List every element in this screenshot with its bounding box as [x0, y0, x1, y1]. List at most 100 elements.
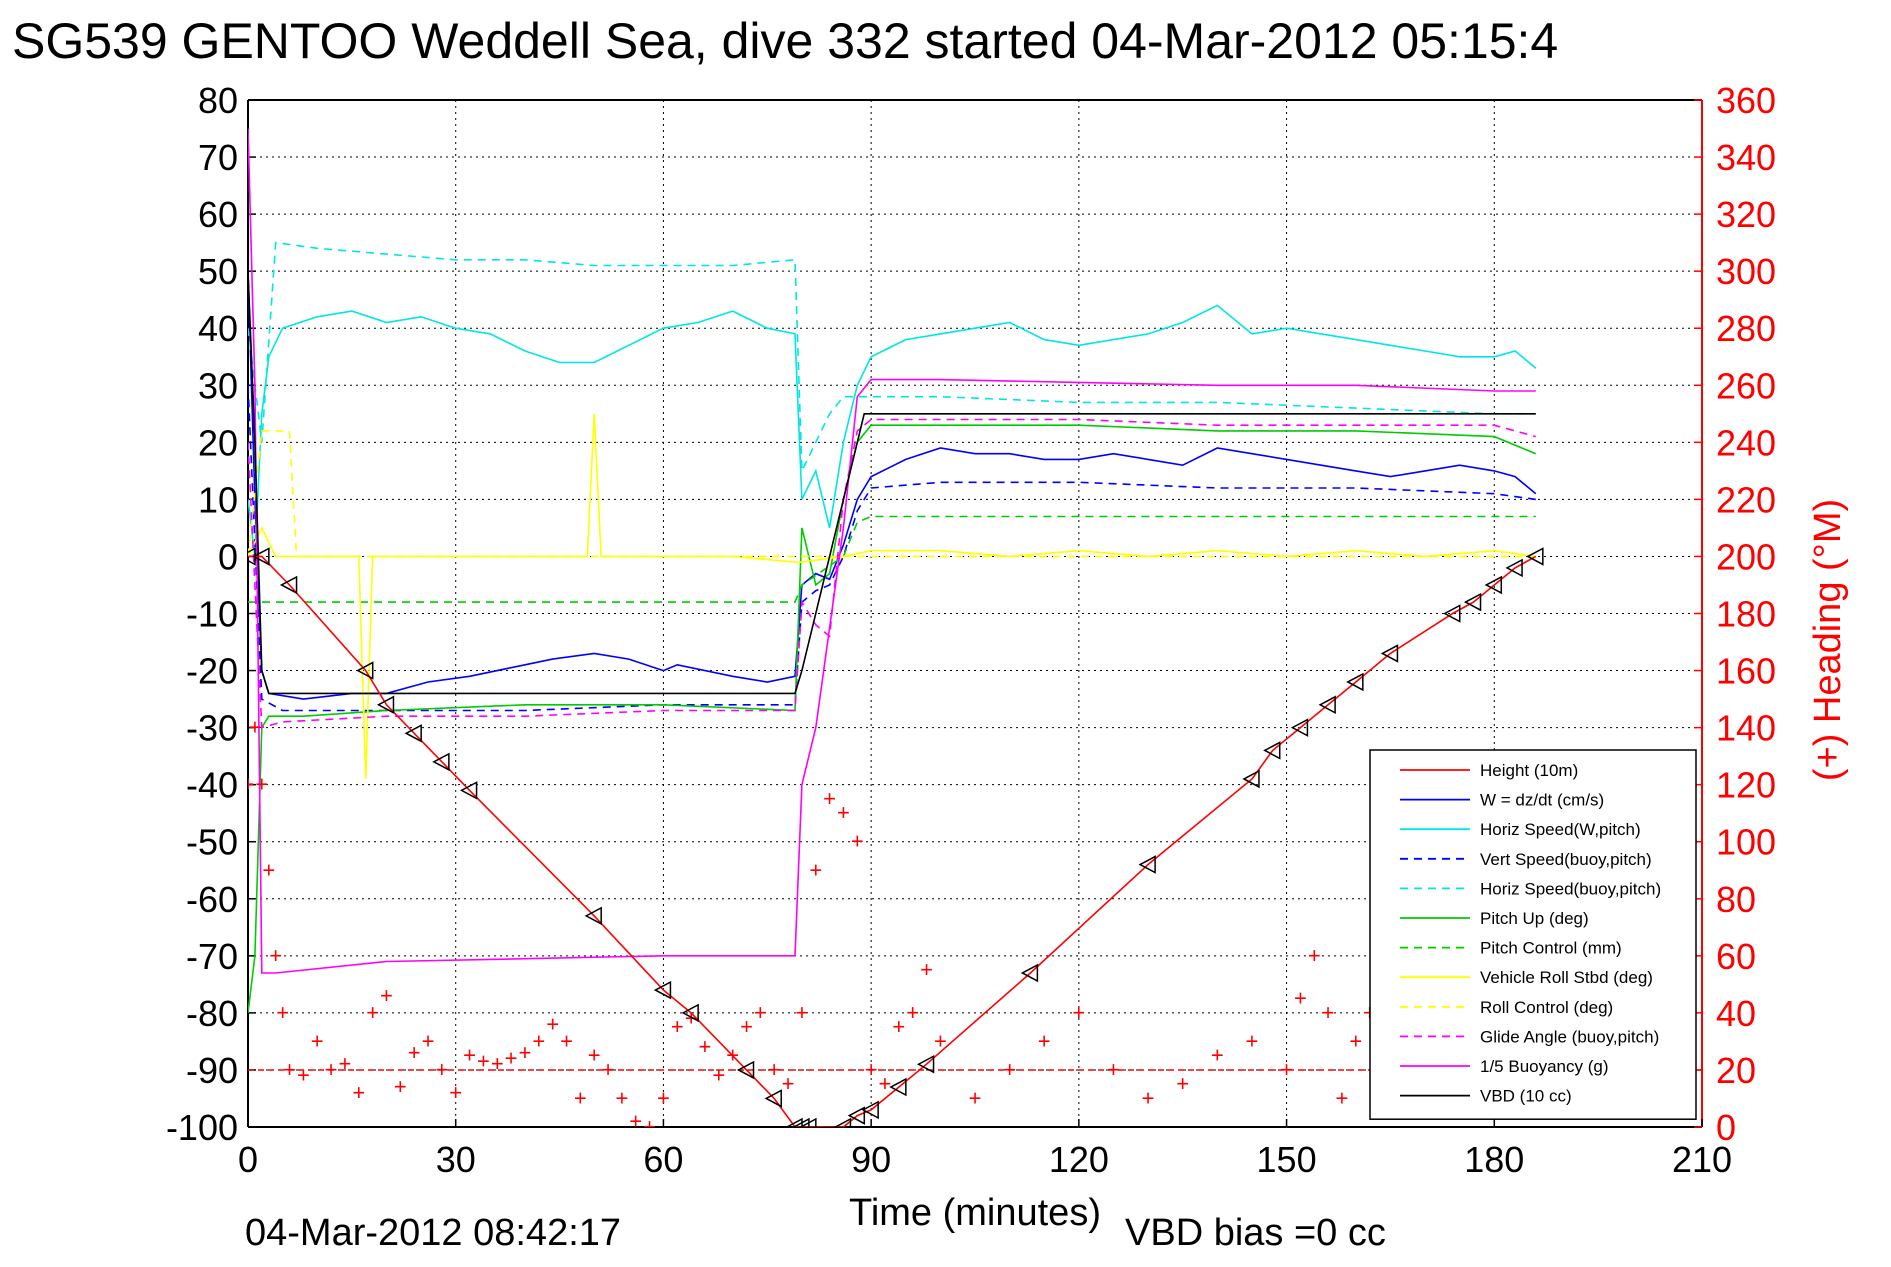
legend-label: Horiz Speed(W,pitch) — [1480, 820, 1641, 839]
legend: Height (10m) W = dz/dt (cm/s) Horiz Speed(… — [1369, 749, 1697, 1120]
y2-tick-label: 200 — [1716, 536, 1776, 577]
height-marker — [1318, 695, 1336, 715]
height-marker — [764, 1089, 782, 1108]
heading-point: + — [1211, 1043, 1224, 1068]
heading-point: + — [588, 1043, 601, 1068]
footer-bias: VBD bias =0 cc — [1125, 1212, 1386, 1254]
x-tick-label: 30 — [436, 1139, 476, 1180]
heading-point: + — [1349, 1028, 1362, 1053]
series-line — [248, 271, 1536, 695]
heading-point: + — [1294, 986, 1307, 1011]
heading-point: + — [463, 1043, 476, 1068]
heading-point: + — [685, 1006, 698, 1031]
height-marker — [1263, 741, 1281, 760]
height-marker — [736, 1060, 755, 1080]
legend-label: Pitch Up (deg) — [1480, 909, 1589, 928]
legend-box — [1369, 749, 1697, 1120]
y-tick-label: 70 — [198, 137, 238, 178]
heading-point: + — [602, 1057, 615, 1082]
x-tick-label: 180 — [1464, 1139, 1524, 1180]
y2-tick-label: 40 — [1716, 993, 1756, 1034]
heading-point: + — [879, 1071, 892, 1096]
series-line — [248, 418, 1537, 729]
heading-point: + — [837, 800, 850, 825]
height-marker — [459, 781, 478, 800]
y-tick-label: -20 — [186, 651, 238, 692]
chart-title: SG539 GENTOO Weddell Sea, dive 332 start… — [12, 13, 1558, 69]
heading-point: + — [242, 772, 255, 797]
heading-point: + — [262, 857, 275, 882]
heading-point: + — [969, 1085, 982, 1110]
heading-point: + — [699, 1034, 712, 1059]
heading-point: + — [248, 715, 261, 740]
series-line — [248, 128, 1536, 974]
y-tick-label: -40 — [186, 765, 238, 806]
heading-point: + — [422, 1028, 435, 1053]
axes: 0 30 60 90 120 150 180 21080706050403020100-10-… — [166, 80, 1776, 1180]
y2-tick-label: 0 — [1716, 1107, 1736, 1148]
heading-point: + — [1142, 1085, 1155, 1110]
y2-tick-label: 20 — [1716, 1050, 1756, 1091]
heading-point: + — [1280, 1057, 1293, 1082]
y-tick-label: -50 — [186, 822, 238, 863]
heading-point: + — [740, 1014, 753, 1039]
y-tick-label: -60 — [186, 879, 238, 920]
y2-axis-label: (+) Heading (°M) — [1807, 499, 1849, 781]
heading-point: + — [892, 1014, 905, 1039]
y-tick-label: 20 — [198, 422, 238, 463]
heading-point: + — [726, 1043, 739, 1068]
height-marker — [916, 1054, 935, 1074]
heading-point: + — [297, 1063, 310, 1088]
series-line — [248, 430, 1536, 558]
y2-tick-label: 260 — [1716, 365, 1776, 406]
heading-point: + — [823, 786, 836, 811]
y2-tick-label: 80 — [1716, 879, 1756, 920]
heading-point: + — [311, 1028, 324, 1053]
heading-point: + — [339, 1051, 352, 1076]
y-tick-label: 60 — [198, 194, 238, 235]
heading-point: + — [1003, 1057, 1016, 1082]
legend-label: Pitch Control (mm) — [1480, 939, 1622, 958]
heading-point: + — [1322, 1000, 1335, 1025]
y2-tick-label: 160 — [1716, 651, 1776, 692]
heading-point: + — [809, 857, 822, 882]
heading-point: + — [519, 1040, 532, 1065]
y2-tick-label: 220 — [1716, 479, 1776, 520]
height-marker — [1346, 672, 1364, 692]
y2-tick-label: 340 — [1716, 137, 1776, 178]
heading-layer: +++++++ +++ ++++++ ++++ + + + + ++++++++ +++ +++++… — [242, 715, 1702, 1133]
height-marker — [1138, 855, 1156, 874]
height-marker — [1463, 592, 1482, 612]
y-tick-label: -90 — [186, 1050, 238, 1091]
legend-label: Vehicle Roll Stbd (deg) — [1480, 968, 1653, 987]
y-tick-label: 80 — [198, 80, 238, 121]
legend-label: Vert Speed(buoy,pitch) — [1480, 850, 1652, 869]
heading-point: + — [380, 983, 393, 1008]
heading-point: + — [352, 1080, 365, 1105]
height-marker — [1526, 547, 1544, 566]
heading-point: + — [560, 1028, 573, 1053]
heading-point: + — [394, 1074, 407, 1099]
series-line — [248, 271, 1537, 700]
height-markers — [248, 547, 1544, 1127]
y2-tick-label: 360 — [1716, 80, 1776, 121]
heading-point: + — [629, 1108, 642, 1133]
y2-tick-label: 300 — [1716, 251, 1776, 292]
heading-point: + — [782, 1071, 795, 1096]
heading-point: + — [276, 1000, 289, 1025]
x-tick-label: 60 — [643, 1139, 683, 1180]
heading-point: + — [1246, 1028, 1259, 1053]
footer-date: 04-Mar-2012 08:42:17 — [245, 1212, 621, 1254]
heading-point: + — [269, 943, 282, 968]
heading-point: + — [255, 772, 268, 797]
heading-point: + — [366, 1000, 379, 1025]
heading-point: + — [1038, 1028, 1051, 1053]
y2-tick-label: 180 — [1716, 594, 1776, 635]
height-marker — [1242, 769, 1260, 789]
heading-point: + — [768, 1057, 781, 1082]
height-marker — [376, 695, 395, 715]
heading-point: + — [574, 1085, 587, 1110]
y-tick-label: 0 — [218, 536, 238, 577]
heading-point: + — [435, 1057, 448, 1082]
